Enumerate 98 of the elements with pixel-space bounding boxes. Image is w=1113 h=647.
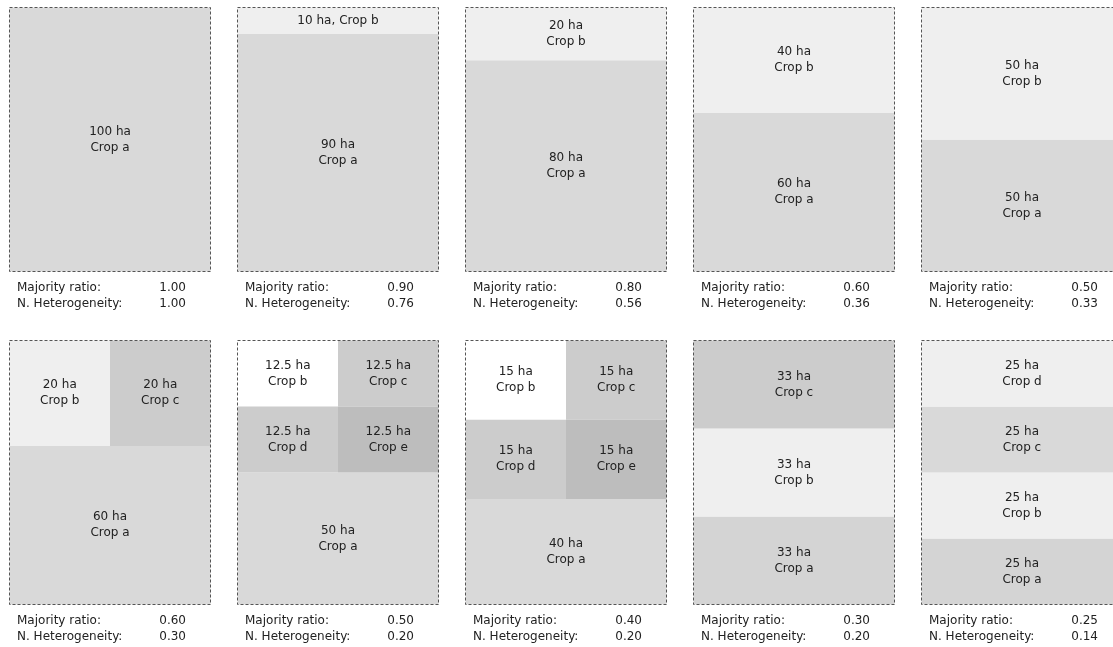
text: 0.14 [1071,628,1098,644]
text: N. Heterogeneity: [17,295,123,311]
text: 0.30 [843,612,870,628]
text: 0.80 [615,279,642,295]
text: N. Heterogeneity: [929,628,1035,644]
category-label: Crop a [546,166,586,181]
text: N. Heterogeneity: [245,628,351,644]
category-label: Crop b [774,60,814,75]
category-label: Crop b [1002,73,1042,88]
category-label: Crop b [268,373,308,388]
data-label: 20 ha [143,377,178,392]
data-label: 25 ha [1004,357,1040,372]
data-label: 40 ha [548,535,584,550]
text: 0.25 [1071,612,1098,628]
text: N. Heterogeneity: [245,295,351,311]
category-label: Crop e [368,439,408,454]
data-label: 15 ha [599,364,634,379]
data-label: 15 ha [498,443,533,458]
data-label: 100 ha [89,123,131,138]
data-label: 20 ha [548,18,584,33]
text: N. Heterogeneity: [473,295,579,311]
text: 0.20 [843,628,870,644]
category-label: Crop a [774,192,814,207]
data-label: 15 ha [599,443,634,458]
text: 0.30 [159,628,186,644]
data-label: 12.5 ha [265,423,311,438]
text: 0.20 [387,628,414,644]
text: Majority ratio: [473,612,557,628]
text: Majority ratio: [701,612,785,628]
text: N. Heterogeneity: [473,628,579,644]
category-label: Crop a [546,551,586,566]
data-label: 60 ha [92,509,128,524]
data-label: 12.5 ha [365,357,411,372]
data-label: 33 ha [776,456,812,471]
text: N. Heterogeneity: [701,628,807,644]
data-label: 25 ha [1004,423,1040,438]
text: 1.00 [159,279,186,295]
category-label: Crop c [141,393,180,408]
text: Majority ratio: [245,612,329,628]
data-label: 50 ha [1004,189,1040,204]
text: N. Heterogeneity: [929,295,1035,311]
text: 0.20 [615,628,642,644]
category-label: Crop a [774,560,814,575]
text: 0.40 [615,612,642,628]
data-label: 25 ha [1004,555,1040,570]
data-label: 90 ha [320,136,356,151]
data-label: 15 ha [498,364,533,379]
data-label: 50 ha [1004,57,1040,72]
category-label: Crop b [40,393,80,408]
text: 0.36 [843,295,870,311]
data-label: 33 ha [776,368,812,383]
category-label: Crop c [369,373,408,388]
category-label: Crop a [318,538,358,553]
text: Majority ratio: [929,612,1013,628]
text: 0.56 [615,295,642,311]
category-label: Crop e [596,459,636,474]
text: Majority ratio: [17,279,101,295]
text: 0.50 [1071,279,1098,295]
text: 0.76 [387,295,414,311]
data-label: 12.5 ha [365,423,411,438]
data-label: 60 ha [776,176,812,191]
category-label: Crop b [1002,505,1042,520]
data-label: 40 ha [776,44,812,59]
category-label: Crop c [1002,439,1042,454]
category-label: Crop c [774,384,814,399]
data-label: 50 ha [320,522,356,537]
category-label: Crop d [268,439,308,454]
text: Majority ratio: [245,279,329,295]
text: 0.90 [387,279,414,295]
category-label: Crop a [90,139,130,154]
data-label: 12.5 ha [265,357,311,372]
text: Majority ratio: [701,279,785,295]
data-label: 20 ha [42,377,77,392]
data-label: 33 ha [776,544,812,559]
category-label: Crop a [318,152,358,167]
category-label: Crop c [597,380,636,395]
category-label: Crop a [1002,205,1042,220]
category-label: Crop b [339,12,379,27]
text: Majority ratio: [929,279,1013,295]
category-label: Crop b [546,34,586,49]
text: 1.00 [159,295,186,311]
text: 0.33 [1071,295,1098,311]
text: 0.60 [159,612,186,628]
text: 0.50 [387,612,414,628]
category-label: Crop b [774,472,814,487]
category-label: Crop a [90,525,130,540]
category-label: Crop d [1002,373,1042,388]
text: 0.60 [843,279,870,295]
category-label: Crop b [496,380,536,395]
data-label: 80 ha [548,150,584,165]
text: N. Heterogeneity: [17,628,123,644]
text: Majority ratio: [473,279,557,295]
data-label: 25 ha [1004,489,1040,504]
category-label: Crop d [496,459,536,474]
text: N. Heterogeneity: [701,295,807,311]
text: Majority ratio: [17,612,101,628]
data-label: 10 ha, [297,12,336,27]
category-label: Crop a [1002,571,1042,586]
